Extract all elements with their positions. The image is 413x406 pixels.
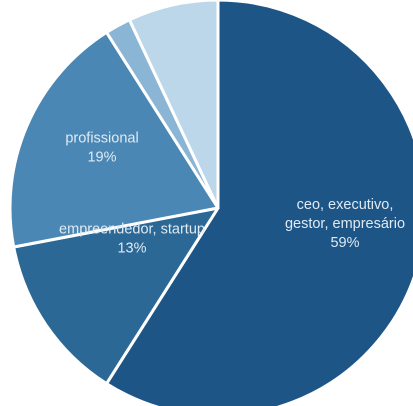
slice-category-label: gestor, empresário: [285, 216, 405, 232]
pie-slice-2: [8, 30, 220, 249]
slice-percent-label: 13%: [117, 241, 146, 257]
pie-slice-label-0: ceo, executivo, gestor, empresário 59%: [285, 197, 405, 251]
slice-percent-label: 59%: [330, 235, 359, 251]
pie-slice-4: [127, 0, 220, 210]
pie-slice-0: [105, 0, 413, 406]
slice-category-label: ceo, executivo,: [297, 197, 394, 213]
slice-category-label: empreendedor, startup: [59, 222, 205, 238]
pie-slice-1: [12, 206, 220, 386]
pie-slices: [8, 0, 413, 406]
slice-percent-label: 19%: [87, 150, 116, 166]
pie-labels: ceo, executivo, gestor, empresário 59% empr…: [59, 131, 405, 257]
pie-slice-label-1: empreendedor, startup 13%: [59, 222, 205, 257]
pie-slice-label-2: profissional 19%: [65, 131, 138, 166]
slice-category-label: profissional: [65, 131, 138, 147]
